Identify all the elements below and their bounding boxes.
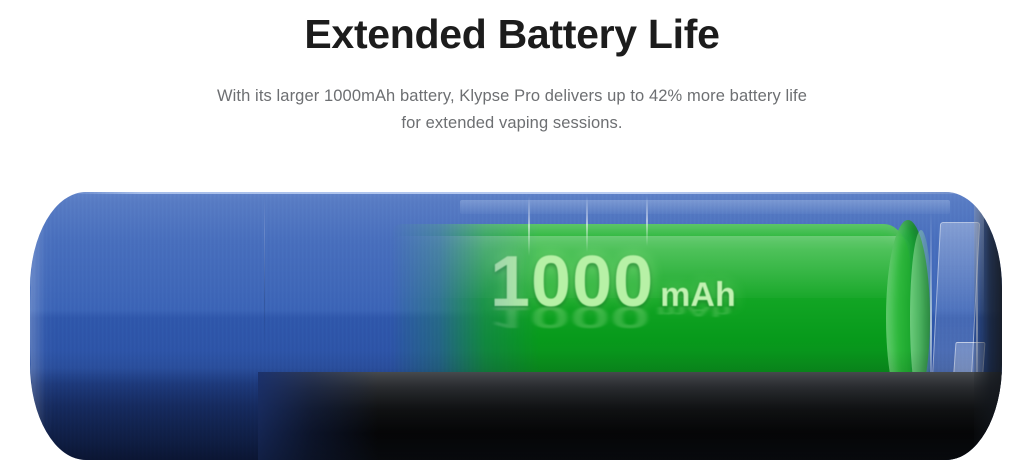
battery-capacity-value: 1000 — [490, 242, 655, 322]
page-title: Extended Battery Life — [304, 11, 720, 57]
feature-description: With its larger 1000mAh battery, Klypse … — [216, 87, 808, 132]
device-black-housing — [258, 372, 1002, 460]
battery-capacity-label: 1000 mAh — [490, 246, 736, 318]
device-left-edge-highlight — [30, 200, 56, 452]
battery-cell-endcap-ring — [910, 230, 932, 406]
device-right-bevel-highlight — [974, 198, 984, 318]
battery-capacity-unit-reflection: mAh — [656, 303, 732, 320]
battery-capacity-value-reflection: 1000 — [490, 300, 651, 334]
device-panel-seam — [264, 196, 265, 346]
feature-text-block: Extended Battery Life With its larger 10… — [0, 0, 1024, 136]
battery-capacity-label-reflection: 1000 mAh — [490, 300, 732, 334]
device-body: 1000 mAh 1000 mAh — [30, 192, 1002, 460]
product-image: 1000 mAh 1000 mAh — [0, 192, 1024, 460]
device-right-bevel — [974, 192, 1002, 460]
device-black-housing-fade — [258, 372, 378, 460]
device-bottom-shading — [30, 350, 1002, 460]
battery-capacity-unit: mAh — [660, 276, 736, 314]
device-top-edge — [64, 192, 1002, 194]
battery-cell-highlight — [390, 236, 910, 298]
